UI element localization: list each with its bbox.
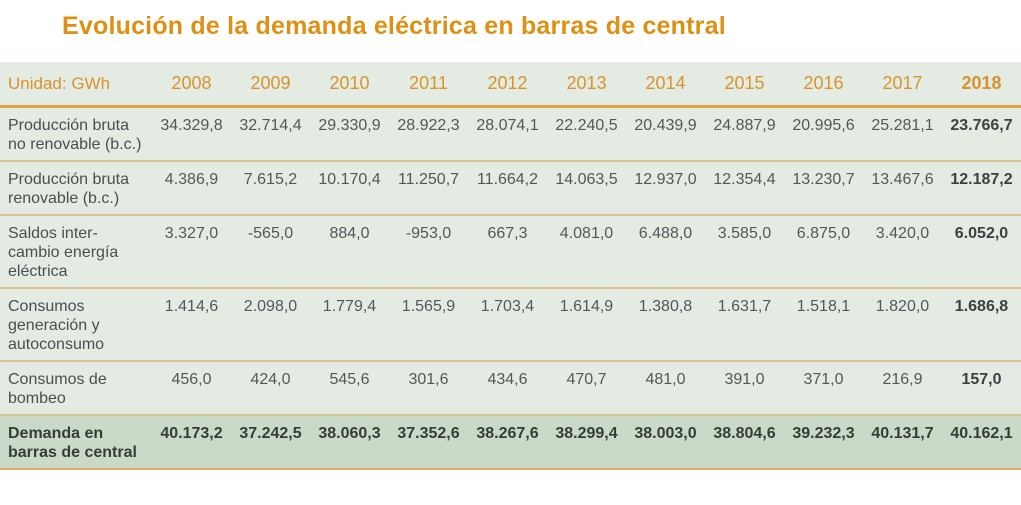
value-cell: 34.329,8 [152,106,231,162]
value-cell: 1.565,9 [389,288,468,362]
value-cell: -565,0 [231,215,310,289]
year-header-2018: 2018 [942,62,1021,108]
value-cell: 481,0 [626,361,705,416]
value-cell: 3.585,0 [705,215,784,289]
value-cell: 4.081,0 [547,215,626,289]
value-cell: 391,0 [705,361,784,416]
value-cell: 14.063,5 [547,161,626,216]
table-header-row: Unidad: GWh 2008 2009 2010 2011 2012 201… [0,62,1021,108]
value-cell: 470,7 [547,361,626,416]
table-row-produccion-no-renovable: Producción bruta no renovable (b.c.) 34.… [0,106,1021,162]
total-value-cell: 37.352,6 [389,415,468,470]
value-cell: 157,0 [942,361,1021,416]
value-cell: 6.052,0 [942,215,1021,289]
value-cell: 22.240,5 [547,106,626,162]
value-cell: 12.937,0 [626,161,705,216]
value-cell: 28.922,3 [389,106,468,162]
year-header-2017: 2017 [863,62,942,108]
value-cell: 6.875,0 [784,215,863,289]
value-cell: 884,0 [310,215,389,289]
value-cell: 20.995,6 [784,106,863,162]
total-value-cell: 40.162,1 [942,415,1021,470]
year-header-2016: 2016 [784,62,863,108]
value-cell: 545,6 [310,361,389,416]
value-cell: -953,0 [389,215,468,289]
row-label: Consumos generación y autoconsumo [0,288,152,362]
value-cell: 13.467,6 [863,161,942,216]
year-header-2008: 2008 [152,62,231,108]
total-row-label: Demanda en barras de central [0,415,152,470]
value-cell: 7.615,2 [231,161,310,216]
total-value-cell: 38.003,0 [626,415,705,470]
value-cell: 1.779,4 [310,288,389,362]
total-value-cell: 40.173,2 [152,415,231,470]
page-title: Evolución de la demanda eléctrica en bar… [62,12,726,40]
row-label: Producción bruta no renovable (b.c.) [0,106,152,162]
year-header-2015: 2015 [705,62,784,108]
year-header-2013: 2013 [547,62,626,108]
total-value-cell: 38.804,6 [705,415,784,470]
total-value-cell: 38.267,6 [468,415,547,470]
value-cell: 11.664,2 [468,161,547,216]
demand-table: Unidad: GWh 2008 2009 2010 2011 2012 201… [0,62,1021,470]
table-row-saldos-intercambio: Saldos inter-cambio energía eléctrica 3.… [0,215,1021,289]
year-header-2010: 2010 [310,62,389,108]
value-cell: 32.714,4 [231,106,310,162]
value-cell: 12.354,4 [705,161,784,216]
value-cell: 1.614,9 [547,288,626,362]
value-cell: 6.488,0 [626,215,705,289]
value-cell: 23.766,7 [942,106,1021,162]
row-label: Saldos inter-cambio energía eléctrica [0,215,152,289]
value-cell: 10.170,4 [310,161,389,216]
table-row-demanda-total: Demanda en barras de central 40.173,2 37… [0,415,1021,470]
value-cell: 20.439,9 [626,106,705,162]
table-row-produccion-renovable: Producción bruta renovable (b.c.) 4.386,… [0,161,1021,216]
year-header-2011: 2011 [389,62,468,108]
value-cell: 2.098,0 [231,288,310,362]
value-cell: 24.887,9 [705,106,784,162]
total-value-cell: 37.242,5 [231,415,310,470]
row-label: Consumos de bombeo [0,361,152,416]
value-cell: 1.631,7 [705,288,784,362]
value-cell: 1.414,6 [152,288,231,362]
value-cell: 371,0 [784,361,863,416]
table-row-consumos-bombeo: Consumos de bombeo 456,0 424,0 545,6 301… [0,361,1021,416]
value-cell: 456,0 [152,361,231,416]
value-cell: 1.380,8 [626,288,705,362]
value-cell: 25.281,1 [863,106,942,162]
total-value-cell: 40.131,7 [863,415,942,470]
table-row-consumos-generacion: Consumos generación y autoconsumo 1.414,… [0,288,1021,362]
total-value-cell: 38.299,4 [547,415,626,470]
value-cell: 1.686,8 [942,288,1021,362]
value-cell: 301,6 [389,361,468,416]
year-header-2009: 2009 [231,62,310,108]
value-cell: 29.330,9 [310,106,389,162]
value-cell: 11.250,7 [389,161,468,216]
year-header-2014: 2014 [626,62,705,108]
value-cell: 216,9 [863,361,942,416]
total-value-cell: 39.232,3 [784,415,863,470]
year-header-2012: 2012 [468,62,547,108]
value-cell: 3.420,0 [863,215,942,289]
value-cell: 424,0 [231,361,310,416]
value-cell: 3.327,0 [152,215,231,289]
value-cell: 1.820,0 [863,288,942,362]
value-cell: 4.386,9 [152,161,231,216]
unit-label: Unidad: GWh [0,62,152,108]
value-cell: 13.230,7 [784,161,863,216]
total-value-cell: 38.060,3 [310,415,389,470]
value-cell: 667,3 [468,215,547,289]
row-label: Producción bruta renovable (b.c.) [0,161,152,216]
value-cell: 28.074,1 [468,106,547,162]
value-cell: 1.703,4 [468,288,547,362]
value-cell: 434,6 [468,361,547,416]
value-cell: 12.187,2 [942,161,1021,216]
value-cell: 1.518,1 [784,288,863,362]
